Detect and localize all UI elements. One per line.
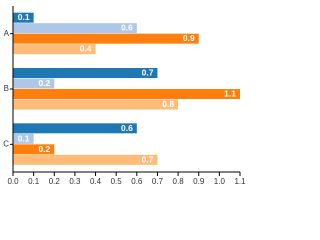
chart: 0.0 0.1 0.2 0.3 0.4 0.5 0.6 0.7 0.8 0.9 1.0 1.1 A 0.1… <box>3 6 246 186</box>
x-tick-label: 0.0 <box>7 177 19 186</box>
value-label: 0.2 <box>38 78 50 88</box>
y-tick-label: C <box>3 139 9 148</box>
bar <box>13 68 158 78</box>
x-tick-label: 0.1 <box>28 177 40 186</box>
value-label: 0.4 <box>80 44 92 54</box>
value-label: 0.2 <box>38 144 50 154</box>
bar <box>13 89 240 99</box>
bar <box>13 154 158 165</box>
bar <box>13 99 179 110</box>
x-tick-label: 1.1 <box>234 177 246 186</box>
y-tick-label: B <box>4 84 9 93</box>
bar <box>13 144 55 155</box>
value-label: 0.7 <box>142 154 154 164</box>
value-label: 0.8 <box>162 99 174 109</box>
value-label: 0.6 <box>121 123 133 133</box>
value-label: 0.1 <box>18 12 30 22</box>
value-label: 0.7 <box>142 68 154 78</box>
x-tick-label: 0.7 <box>152 177 164 186</box>
value-label: 0.1 <box>18 133 30 143</box>
x-tick-label: 1.0 <box>214 177 226 186</box>
x-tick-label: 0.2 <box>49 177 61 186</box>
x-tick-label: 0.9 <box>193 177 205 186</box>
bar <box>13 78 55 89</box>
value-label: 0.9 <box>183 33 195 43</box>
x-tick-label: 0.5 <box>111 177 123 186</box>
x-tick-label: 0.4 <box>90 177 102 186</box>
bar <box>13 33 199 44</box>
value-label: 0.6 <box>121 23 133 33</box>
bar <box>13 44 96 55</box>
x-tick-label: 0.3 <box>69 177 81 186</box>
bar <box>13 123 137 134</box>
x-tick-label: 0.6 <box>131 177 143 186</box>
y-tick-label: A <box>4 29 10 38</box>
bar <box>13 23 137 34</box>
bar <box>13 133 34 144</box>
x-tick-label: 0.8 <box>173 177 185 186</box>
bar <box>13 12 34 23</box>
value-label: 1.1 <box>224 89 236 99</box>
